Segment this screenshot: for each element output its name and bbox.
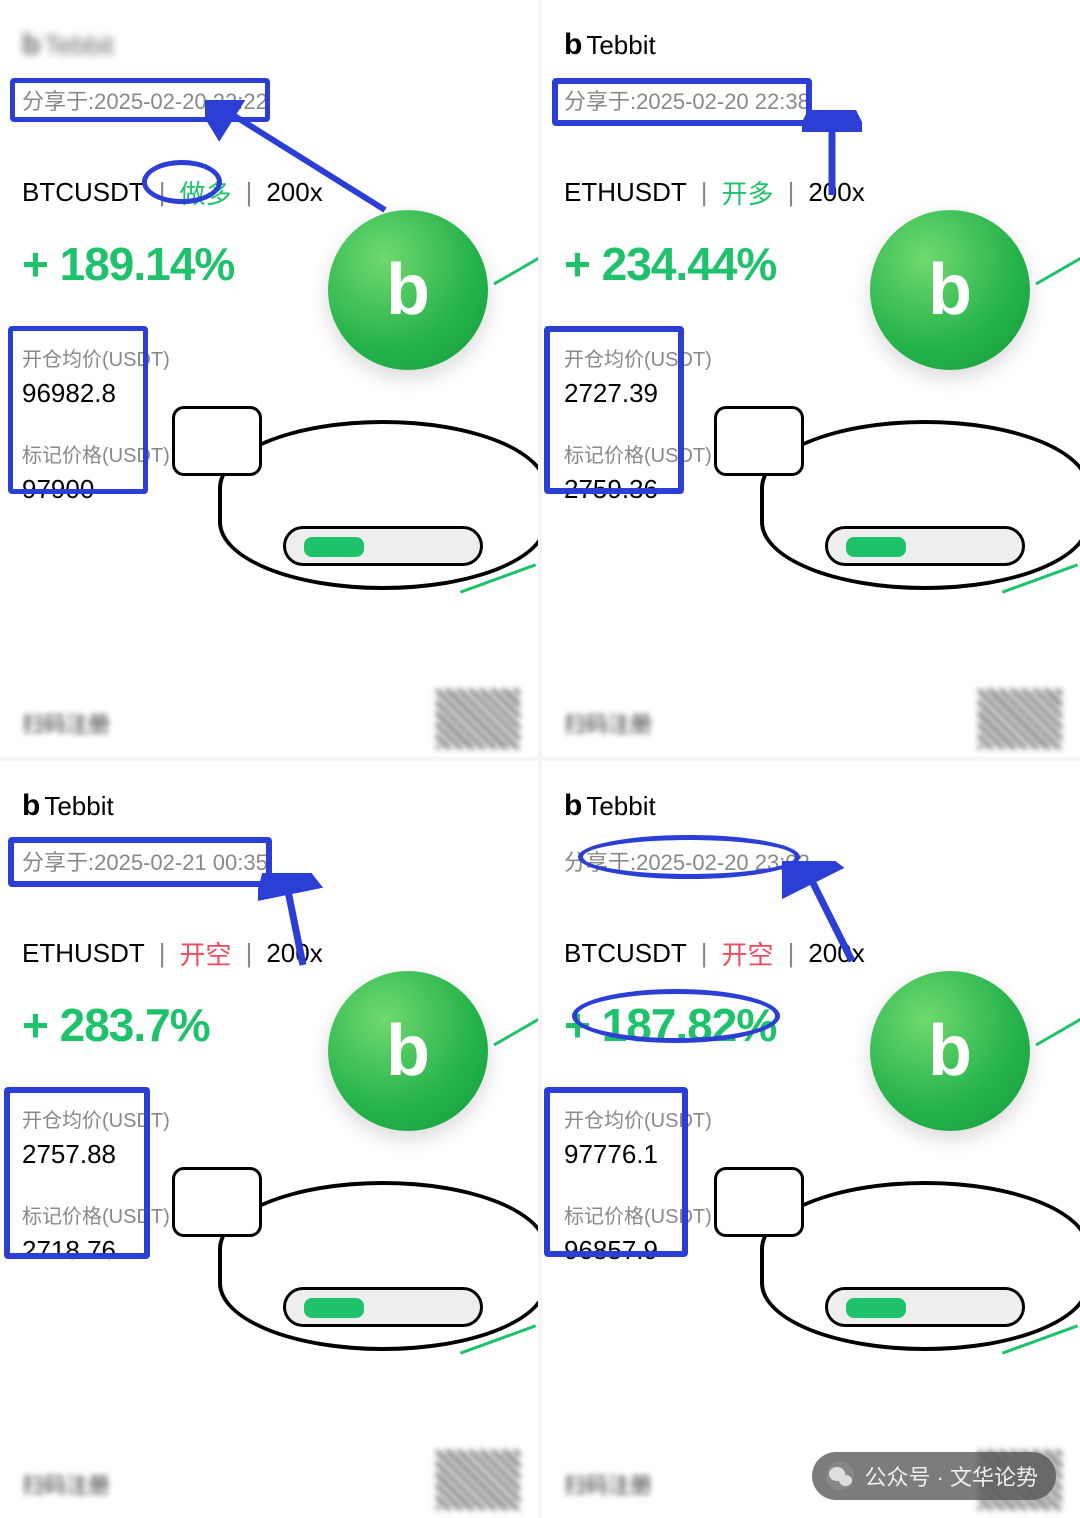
mark-price-label: 标记价格(USDT) bbox=[22, 1200, 516, 1229]
share-timestamp: 分享于:2025-02-21 00:35 bbox=[22, 845, 268, 877]
brand-name: Tebbit bbox=[586, 30, 655, 61]
pair-symbol: BTCUSDT bbox=[22, 177, 145, 208]
logo-mark-icon: b bbox=[564, 789, 580, 823]
mark-price-value: 2718.76 bbox=[22, 1235, 516, 1266]
timestamp-value: 2025-02-20 22:22 bbox=[94, 89, 268, 114]
pair-row: BTCUSDT | 开空 | 200x bbox=[564, 935, 1058, 972]
pnl-percent: + 283.7% bbox=[22, 998, 516, 1052]
logo-mark-icon: b bbox=[564, 28, 580, 62]
pair-symbol: ETHUSDT bbox=[22, 938, 145, 969]
direction-label: 开空 bbox=[722, 935, 774, 972]
timestamp-value: 2025-02-20 22:38 bbox=[636, 89, 810, 114]
mark-price-value: 96857.9 bbox=[564, 1235, 1058, 1266]
separator: | bbox=[701, 938, 708, 969]
card-grid: b Tebbit 分享于:2025-02-20 22:22 BTCUSDT | … bbox=[0, 0, 1080, 1518]
qr-code[interactable] bbox=[436, 689, 520, 749]
pair-symbol: ETHUSDT bbox=[564, 177, 687, 208]
brand-name: Tebbit bbox=[44, 791, 113, 822]
open-price-label: 开仓均价(USDT) bbox=[564, 1104, 1058, 1133]
qr-code[interactable] bbox=[436, 1450, 520, 1510]
brand-name: Tebbit bbox=[44, 30, 113, 61]
mark-price-value: 97900 bbox=[22, 474, 516, 505]
open-price-block: 开仓均价(USDT) 97776.1 bbox=[564, 1104, 1058, 1170]
separator: | bbox=[701, 177, 708, 208]
timestamp-prefix: 分享于: bbox=[564, 850, 636, 875]
timestamp-prefix: 分享于: bbox=[564, 89, 636, 114]
separator: | bbox=[788, 177, 795, 208]
mark-price-label: 标记价格(USDT) bbox=[22, 439, 516, 468]
share-card: b Tebbit 分享于:2025-02-21 00:35 ETHUSDT | … bbox=[0, 761, 538, 1518]
mark-price-block: 标记价格(USDT) 97900 bbox=[22, 439, 516, 505]
separator: | bbox=[159, 938, 166, 969]
timestamp-prefix: 分享于: bbox=[22, 89, 94, 114]
brand-logo: b Tebbit bbox=[22, 789, 516, 823]
pair-row: ETHUSDT | 开多 | 200x bbox=[564, 174, 1058, 211]
scan-text: 扫码注册 bbox=[22, 707, 110, 739]
pnl-percent: + 234.44% bbox=[564, 237, 1058, 291]
share-card: b Tebbit 分享于:2025-02-20 23:02 BTCUSDT | … bbox=[542, 761, 1080, 1518]
brand-name: Tebbit bbox=[586, 791, 655, 822]
direction-label: 开空 bbox=[180, 935, 232, 972]
mark-price-label: 标记价格(USDT) bbox=[564, 439, 1058, 468]
leverage: 200x bbox=[266, 177, 322, 208]
brand-logo: b Tebbit bbox=[564, 28, 1058, 62]
mark-price-block: 标记价格(USDT) 2718.76 bbox=[22, 1200, 516, 1266]
leverage: 200x bbox=[266, 938, 322, 969]
share-timestamp: 分享于:2025-02-20 23:02 bbox=[564, 845, 810, 877]
share-timestamp: 分享于:2025-02-20 22:22 bbox=[22, 84, 268, 116]
wechat-badge[interactable]: 公众号 · 文华论势 bbox=[812, 1452, 1056, 1500]
timestamp-value: 2025-02-20 23:02 bbox=[636, 850, 810, 875]
leverage: 200x bbox=[808, 177, 864, 208]
direction-label: 做多 bbox=[180, 174, 232, 211]
scan-text: 扫码注册 bbox=[564, 1468, 652, 1500]
mark-price-block: 标记价格(USDT) 2759.36 bbox=[564, 439, 1058, 505]
pair-row: BTCUSDT | 做多 | 200x bbox=[22, 174, 516, 211]
direction-label: 开多 bbox=[722, 174, 774, 211]
mark-price-label: 标记价格(USDT) bbox=[564, 1200, 1058, 1229]
pair-row: ETHUSDT | 开空 | 200x bbox=[22, 935, 516, 972]
mark-price-block: 标记价格(USDT) 96857.9 bbox=[564, 1200, 1058, 1266]
open-price-value: 2757.88 bbox=[22, 1139, 516, 1170]
mark-price-value: 2759.36 bbox=[564, 474, 1058, 505]
wechat-icon bbox=[826, 1462, 854, 1490]
leverage: 200x bbox=[808, 938, 864, 969]
brand-logo: b Tebbit bbox=[22, 28, 516, 62]
separator: | bbox=[788, 938, 795, 969]
open-price-value: 96982.8 bbox=[22, 378, 516, 409]
pnl-percent: + 189.14% bbox=[22, 237, 516, 291]
qr-code[interactable] bbox=[978, 689, 1062, 749]
share-timestamp: 分享于:2025-02-20 22:38 bbox=[564, 84, 810, 116]
open-price-block: 开仓均价(USDT) 2727.39 bbox=[564, 343, 1058, 409]
open-price-block: 开仓均价(USDT) 96982.8 bbox=[22, 343, 516, 409]
timestamp-value: 2025-02-21 00:35 bbox=[94, 850, 268, 875]
timestamp-prefix: 分享于: bbox=[22, 850, 94, 875]
open-price-label: 开仓均价(USDT) bbox=[22, 1104, 516, 1133]
open-price-value: 97776.1 bbox=[564, 1139, 1058, 1170]
open-price-block: 开仓均价(USDT) 2757.88 bbox=[22, 1104, 516, 1170]
open-price-label: 开仓均价(USDT) bbox=[22, 343, 516, 372]
wechat-badge-text: 公众号 · 文华论势 bbox=[864, 1460, 1038, 1492]
separator: | bbox=[246, 938, 253, 969]
pnl-percent: + 187.82% bbox=[564, 998, 1058, 1052]
open-price-label: 开仓均价(USDT) bbox=[564, 343, 1058, 372]
separator: | bbox=[246, 177, 253, 208]
share-card: b Tebbit 分享于:2025-02-20 22:22 BTCUSDT | … bbox=[0, 0, 538, 757]
logo-mark-icon: b bbox=[22, 28, 38, 62]
share-card: b Tebbit 分享于:2025-02-20 22:38 ETHUSDT | … bbox=[542, 0, 1080, 757]
brand-logo: b Tebbit bbox=[564, 789, 1058, 823]
separator: | bbox=[159, 177, 166, 208]
logo-mark-icon: b bbox=[22, 789, 38, 823]
pair-symbol: BTCUSDT bbox=[564, 938, 687, 969]
scan-text: 扫码注册 bbox=[22, 1468, 110, 1500]
open-price-value: 2727.39 bbox=[564, 378, 1058, 409]
scan-text: 扫码注册 bbox=[564, 707, 652, 739]
